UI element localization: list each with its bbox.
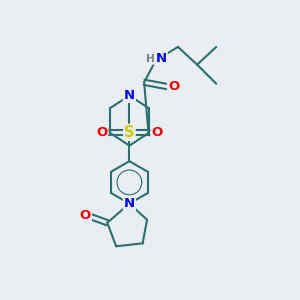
Text: O: O	[152, 126, 163, 139]
Text: O: O	[96, 126, 107, 139]
Text: H: H	[146, 54, 155, 64]
Text: N: N	[124, 197, 135, 210]
Text: N: N	[156, 52, 167, 65]
Text: N: N	[124, 89, 135, 102]
Text: O: O	[80, 209, 91, 222]
Text: O: O	[168, 80, 179, 93]
Text: S: S	[124, 125, 135, 140]
